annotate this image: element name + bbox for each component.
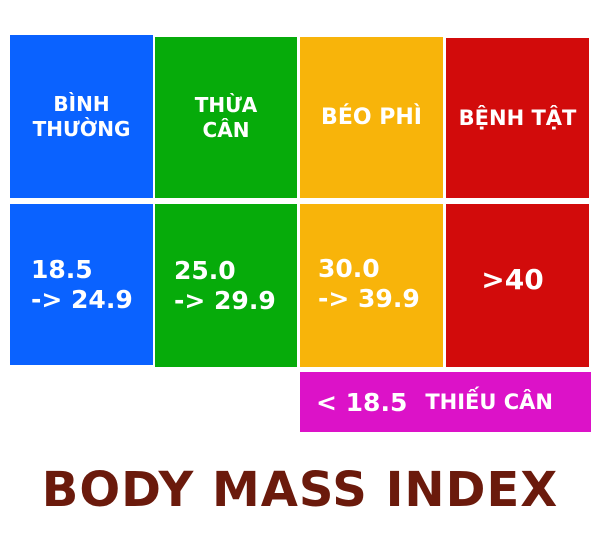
category-header-normal: BÌNH THƯỜNG: [10, 35, 153, 198]
page-title: BODY MASS INDEX: [41, 462, 559, 518]
range-line: 25.0: [174, 255, 236, 285]
category-header-disease: BỆNH TẬT: [446, 38, 589, 198]
category-range-disease: >40: [446, 204, 589, 367]
range-line: 18.5: [31, 254, 93, 284]
category-header-overweight: THỪA CÂN: [155, 37, 297, 198]
category-label-line: BÉO PHÌ: [321, 105, 422, 130]
range-line: -> 39.9: [318, 283, 420, 313]
category-label-line: THƯỜNG: [32, 116, 131, 141]
underweight-label: THIẾU CÂN: [425, 390, 554, 414]
category-label-line: BỆNH TẬT: [458, 105, 577, 130]
range-line: 30.0: [318, 253, 380, 283]
underweight-range: < 18.5: [316, 387, 408, 417]
category-range-obese: 30.0 -> 39.9: [300, 204, 443, 367]
category-label-line: BÌNH: [53, 91, 110, 116]
category-label-line: THỪA: [194, 92, 258, 117]
range-line: -> 29.9: [174, 285, 276, 315]
category-range-overweight: 25.0 -> 29.9: [155, 204, 297, 367]
range-line: -> 24.9: [31, 284, 133, 314]
underweight-banner: < 18.5 THIẾU CÂN: [300, 372, 591, 432]
category-range-normal: 18.5 -> 24.9: [10, 204, 153, 365]
category-label-line: CÂN: [202, 117, 250, 142]
category-header-obese: BÉO PHÌ: [300, 37, 443, 198]
range-line: >40: [481, 262, 544, 296]
